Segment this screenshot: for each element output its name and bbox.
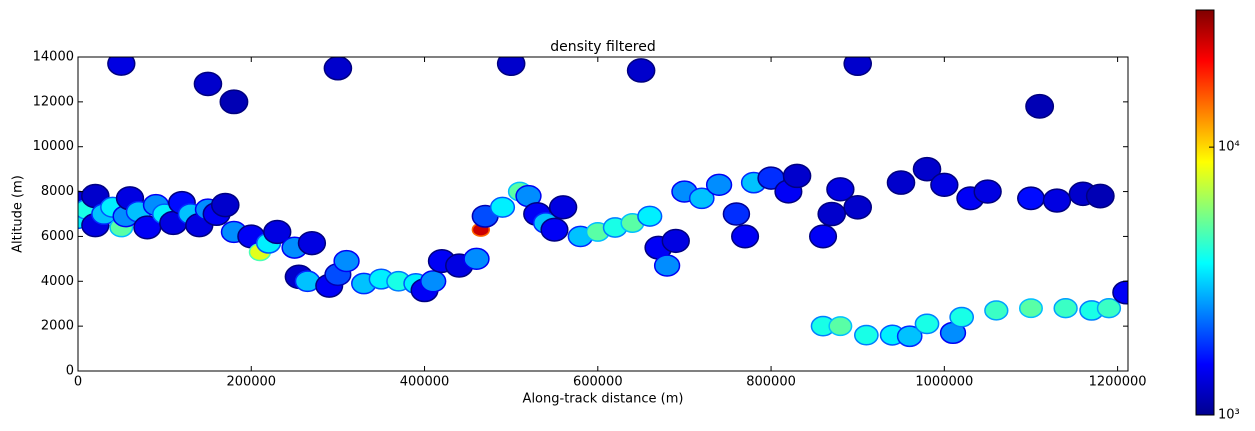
density-cell	[1018, 298, 1043, 319]
y-tick-label: 6000	[41, 229, 74, 244]
density-cell	[219, 89, 249, 115]
density-cell	[637, 205, 663, 227]
density-cell	[843, 57, 872, 77]
density-cell	[896, 325, 923, 348]
density-cell	[817, 201, 847, 227]
x-tick-label: 400000	[400, 375, 450, 390]
density-cell	[1112, 280, 1128, 305]
x-tick-label: 200000	[226, 375, 276, 390]
x-axis-label: Along-track distance (m)	[523, 392, 684, 407]
y-tick-label: 12000	[33, 94, 74, 109]
y-tick-label: 10000	[33, 139, 74, 154]
density-cell	[688, 187, 715, 210]
density-cell	[210, 192, 240, 218]
density-cell	[653, 254, 681, 277]
x-tick-label: 800000	[746, 375, 796, 390]
density-cell	[843, 194, 873, 220]
density-cell	[973, 179, 1002, 204]
colorbar-tick-label: 10⁴	[1218, 140, 1240, 155]
y-tick-label: 0	[66, 364, 74, 379]
density-cell	[1042, 188, 1072, 213]
density-cell	[722, 202, 751, 226]
chart-title: density filtered	[550, 39, 656, 55]
plot-frame	[77, 56, 1129, 372]
density-cell	[705, 173, 733, 197]
density-cell	[661, 228, 690, 254]
density-cell	[782, 163, 812, 189]
density-cell	[420, 270, 447, 293]
density-cell	[886, 170, 916, 195]
y-tick-label: 2000	[41, 319, 74, 334]
colorbar	[1195, 9, 1215, 416]
density-cell	[1096, 298, 1122, 319]
density-cell	[828, 316, 853, 337]
density-cell	[297, 230, 327, 256]
density-cell	[808, 224, 838, 249]
density-cell	[107, 57, 136, 76]
density-cell	[1085, 183, 1115, 209]
density-cell	[930, 172, 959, 198]
density-cell	[626, 58, 656, 83]
x-tick-label: 600000	[573, 375, 623, 390]
density-cell	[914, 313, 940, 335]
density-cell	[540, 217, 569, 242]
density-cell	[912, 156, 942, 182]
y-tick-label: 8000	[41, 184, 74, 199]
x-tick-label: 1000000	[915, 375, 973, 390]
y-tick-label: 4000	[41, 274, 74, 289]
density-cell	[826, 177, 855, 202]
density-cell	[323, 57, 353, 81]
density-cell	[496, 57, 526, 77]
x-tick-label: 1200000	[1089, 375, 1147, 390]
x-tick-label: 0	[74, 375, 82, 390]
density-cell	[193, 71, 223, 97]
density-cell	[548, 195, 578, 220]
density-cell	[333, 249, 360, 273]
plot-area	[78, 57, 1128, 348]
density-cell	[731, 224, 760, 249]
density-cell	[949, 306, 975, 328]
density-cell	[1025, 93, 1055, 119]
y-tick-label: 14000	[33, 50, 74, 65]
density-cell	[263, 219, 292, 245]
colorbar-tick-label: 10³	[1218, 408, 1240, 423]
density-cell	[854, 324, 879, 346]
y-axis-label: Altitude (m)	[11, 175, 26, 253]
density-cell	[489, 196, 516, 218]
density-cell	[1053, 298, 1078, 319]
density-cell	[984, 300, 1009, 321]
density-cell	[1017, 186, 1045, 211]
density-cell	[463, 247, 490, 271]
